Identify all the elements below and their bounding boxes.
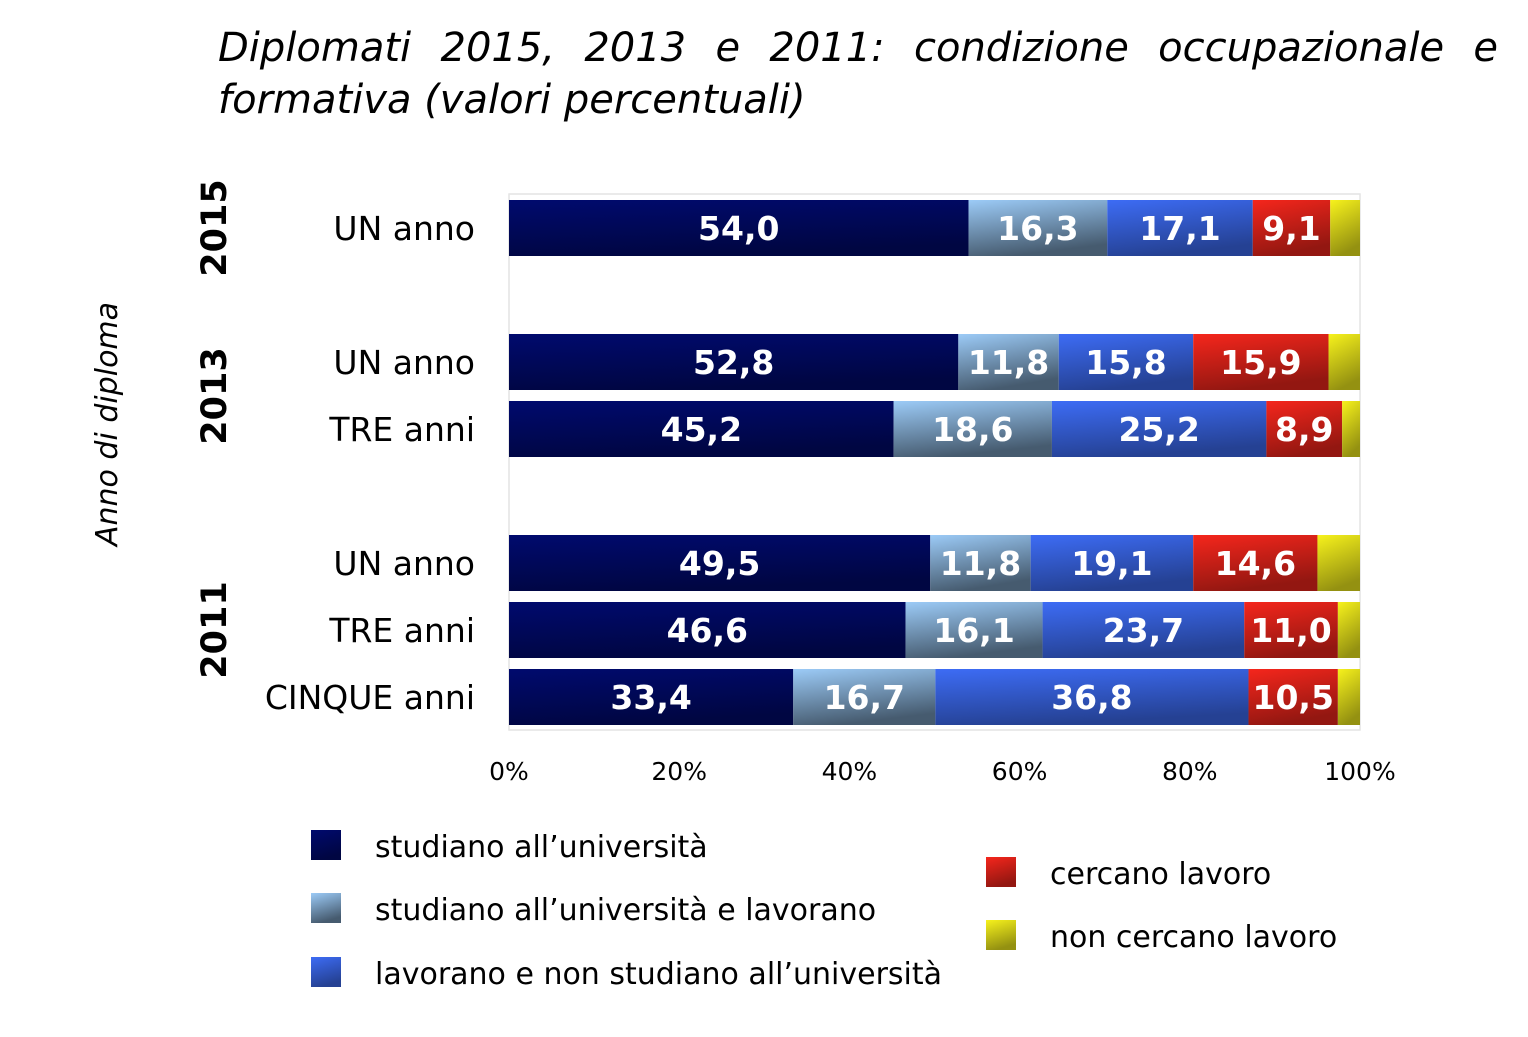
legend-label: studiano all’università e lavorano bbox=[375, 893, 876, 928]
bar-segment bbox=[1244, 602, 1338, 658]
data-label: 19,1 bbox=[1071, 544, 1152, 583]
bar-segment bbox=[509, 535, 931, 591]
bar-segment bbox=[509, 669, 794, 725]
chart-title: Diplomati 2015, 2013 e 2011: condizione … bbox=[218, 25, 1498, 123]
row-label: TRE anni bbox=[328, 410, 475, 449]
data-label: 17,1 bbox=[1139, 209, 1220, 248]
bar-segment bbox=[1252, 200, 1331, 256]
legend-label: non cercano lavoro bbox=[1050, 920, 1337, 955]
bar-segment bbox=[1193, 535, 1318, 591]
legend-swatch bbox=[311, 957, 341, 987]
bar-segment bbox=[968, 200, 1108, 256]
row-label: UN anno bbox=[333, 343, 475, 382]
legend-swatch bbox=[311, 893, 341, 923]
x-tick-label: 60% bbox=[992, 757, 1048, 786]
x-tick-label: 100% bbox=[1324, 757, 1395, 786]
data-label: 49,5 bbox=[679, 544, 760, 583]
bar-segment bbox=[509, 401, 894, 457]
row-label: CINQUE anni bbox=[265, 678, 475, 717]
bar-segment bbox=[1193, 334, 1329, 390]
data-label: 9,1 bbox=[1262, 209, 1320, 248]
bar-segment bbox=[509, 200, 969, 256]
bar-segment bbox=[1342, 401, 1360, 457]
data-label: 25,2 bbox=[1118, 410, 1199, 449]
bar-segment bbox=[1337, 602, 1360, 658]
bar-segment bbox=[893, 401, 1052, 457]
group-year-label: 2011 bbox=[195, 581, 235, 678]
bar-segment bbox=[793, 669, 936, 725]
data-label: 11,8 bbox=[968, 343, 1049, 382]
data-label: 54,0 bbox=[698, 209, 779, 248]
bar-segment bbox=[1051, 401, 1267, 457]
bar-segment bbox=[958, 334, 1059, 390]
x-tick-label: 40% bbox=[822, 757, 878, 786]
legend-swatch bbox=[986, 857, 1016, 887]
data-label: 15,8 bbox=[1085, 343, 1166, 382]
legend-swatch bbox=[986, 920, 1016, 950]
bar-segment bbox=[1328, 334, 1360, 390]
data-label: 11,8 bbox=[940, 544, 1021, 583]
data-label: 10,5 bbox=[1252, 678, 1333, 717]
data-label: 14,6 bbox=[1215, 544, 1296, 583]
bar-segment bbox=[935, 669, 1249, 725]
legend-label: studiano all’università bbox=[375, 830, 708, 865]
data-label: 46,6 bbox=[667, 611, 748, 650]
data-label: 16,7 bbox=[824, 678, 905, 717]
data-label: 45,2 bbox=[661, 410, 742, 449]
bar-segment bbox=[1107, 200, 1253, 256]
data-label: 15,9 bbox=[1220, 343, 1301, 382]
bar-segment bbox=[1337, 669, 1360, 725]
bar-segment bbox=[1317, 535, 1360, 591]
row-label: UN anno bbox=[333, 209, 475, 248]
bar-segment bbox=[1058, 334, 1194, 390]
row-label: UN anno bbox=[333, 544, 475, 583]
bar-segment bbox=[1330, 200, 1360, 256]
x-tick-label: 80% bbox=[1162, 757, 1218, 786]
plot-area bbox=[508, 193, 1361, 731]
x-tick-label: 0% bbox=[489, 757, 529, 786]
bar-segment bbox=[509, 602, 906, 658]
bar-segment bbox=[905, 602, 1043, 658]
data-label: 36,8 bbox=[1051, 678, 1132, 717]
row-label: TRE anni bbox=[328, 611, 475, 650]
bar-segment bbox=[1042, 602, 1245, 658]
data-label: 52,8 bbox=[693, 343, 774, 382]
bar-segment bbox=[930, 535, 1031, 591]
bar-segment bbox=[1030, 535, 1194, 591]
legend-label: cercano lavoro bbox=[1050, 857, 1271, 892]
data-label: 23,7 bbox=[1103, 611, 1184, 650]
legend-label: lavorano e non studiano all’università bbox=[375, 957, 942, 992]
data-label: 16,3 bbox=[997, 209, 1078, 248]
data-label: 18,6 bbox=[932, 410, 1013, 449]
y-axis-label: Anno di diploma bbox=[90, 302, 125, 548]
data-label: 33,4 bbox=[610, 678, 691, 717]
data-label: 11,0 bbox=[1250, 611, 1331, 650]
data-label: 16,1 bbox=[933, 611, 1014, 650]
data-label: 8,9 bbox=[1275, 410, 1333, 449]
legend-swatch bbox=[311, 830, 341, 860]
bar-segment bbox=[509, 334, 959, 390]
bar-segment bbox=[1248, 669, 1338, 725]
group-year-label: 2015 bbox=[195, 179, 235, 276]
group-year-label: 2013 bbox=[195, 347, 235, 444]
bar-segment bbox=[1266, 401, 1343, 457]
x-tick-label: 20% bbox=[651, 757, 707, 786]
